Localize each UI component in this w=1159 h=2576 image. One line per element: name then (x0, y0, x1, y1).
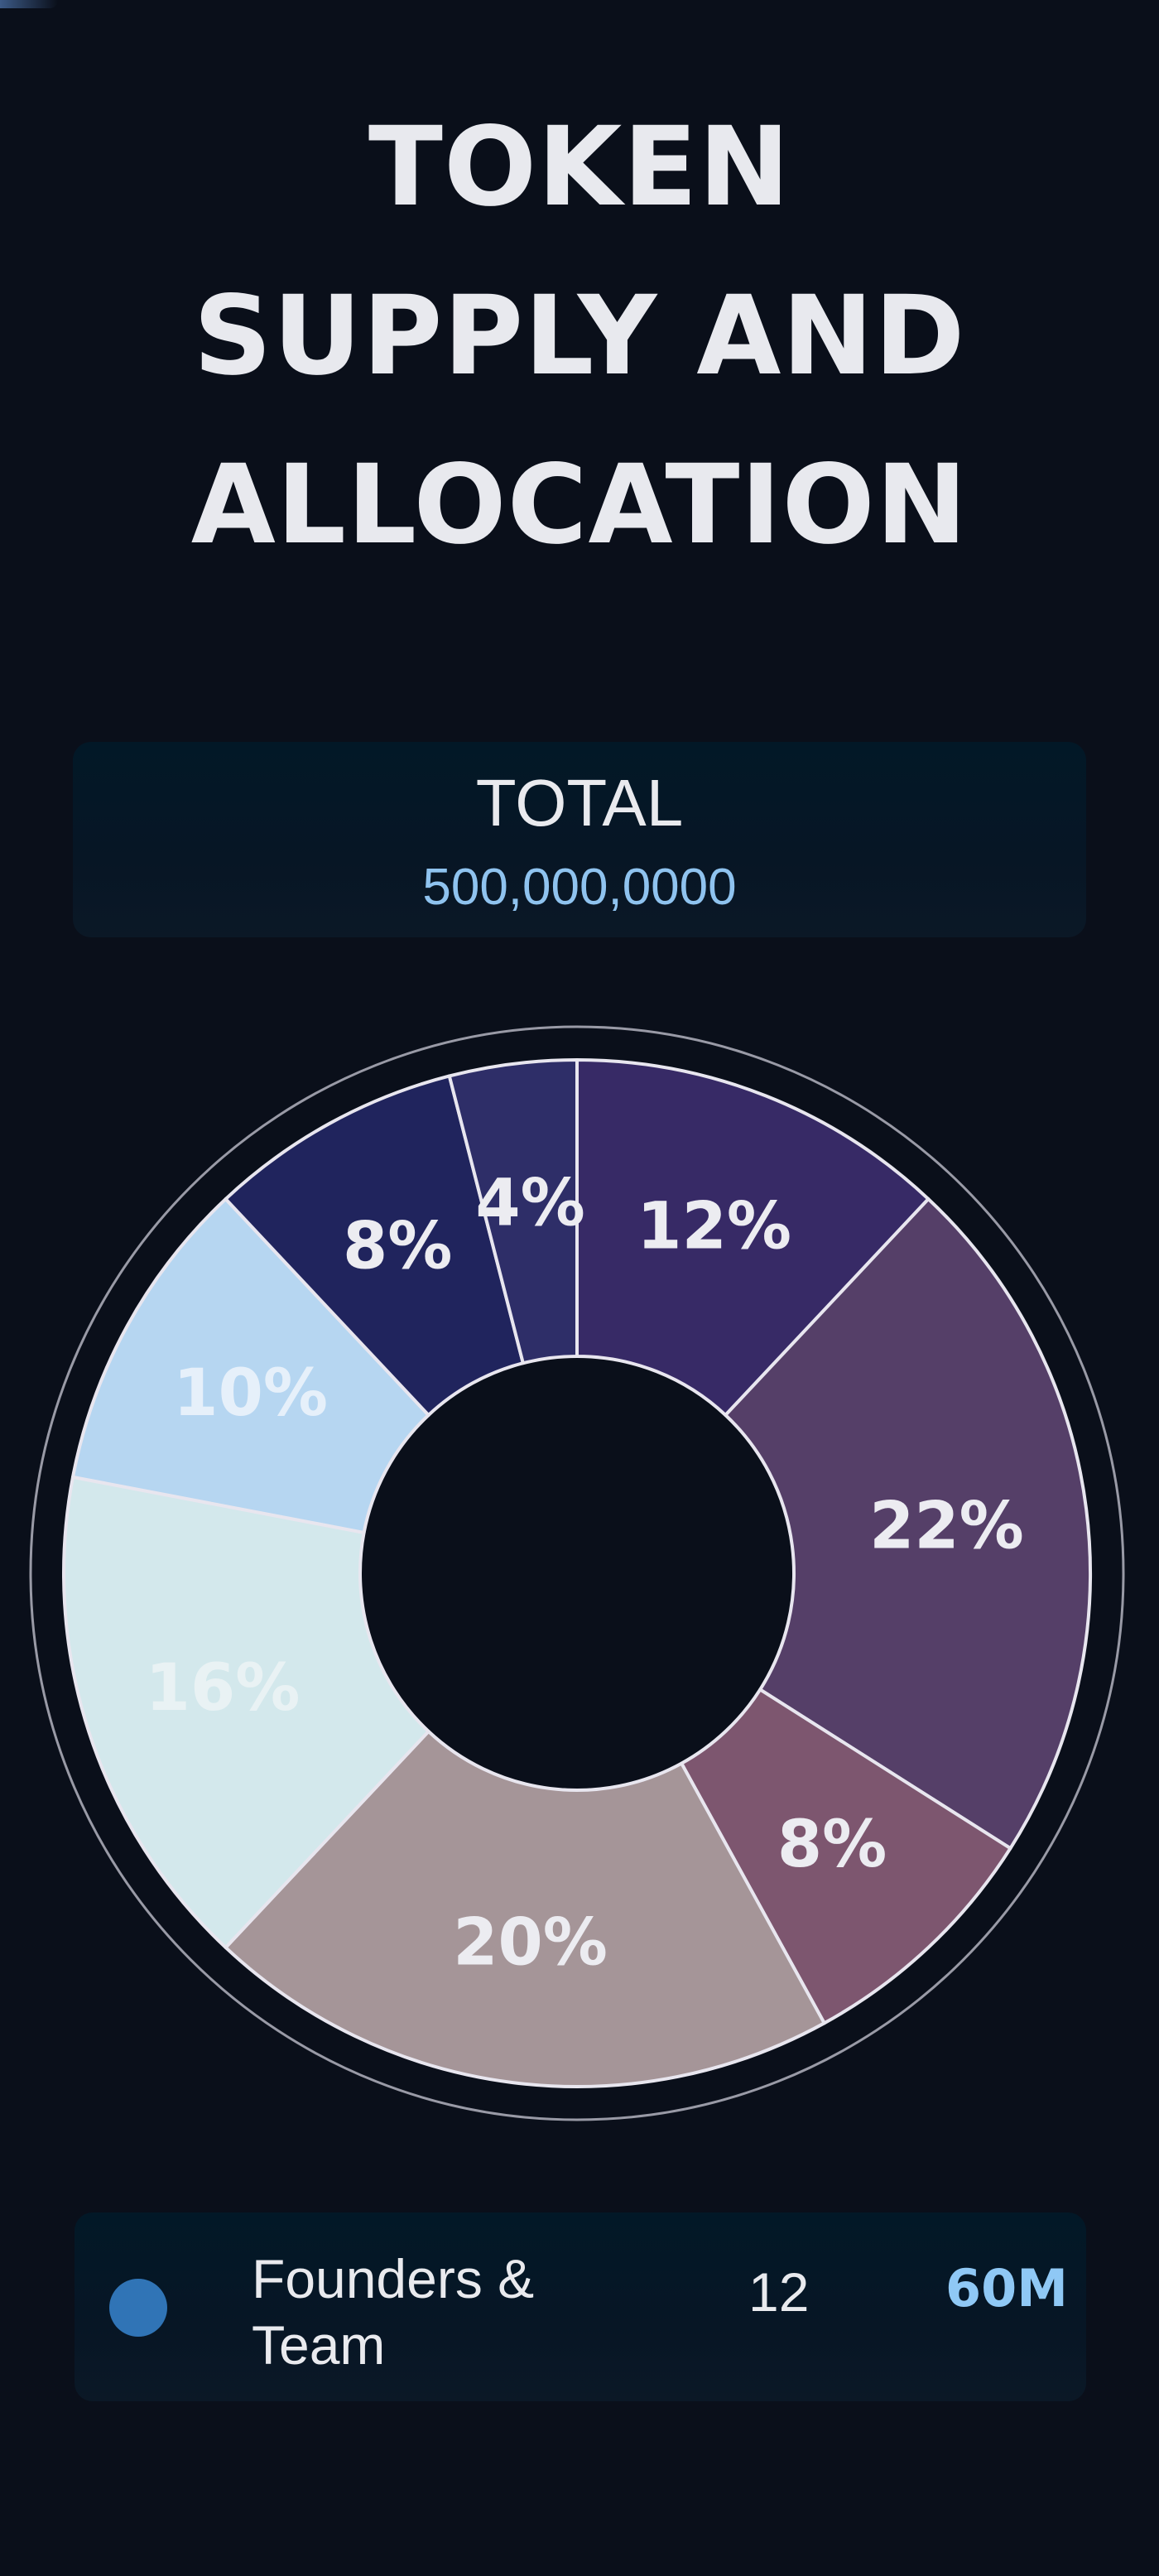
slice-label: 16% (146, 1651, 301, 1726)
donut-slice[interactable] (680, 1688, 1012, 2025)
donut-slice[interactable] (575, 1058, 931, 1418)
slice-label: 4% (475, 1167, 584, 1241)
donut-slice[interactable] (70, 1197, 430, 1534)
title-line-2: SUPPLY AND (193, 272, 966, 400)
donut-slice[interactable] (447, 1058, 579, 1365)
outer-ring (29, 1025, 1125, 2121)
title-line-3: ALLOCATION (190, 441, 969, 569)
legend-item[interactable]: Founders & Team 12 60M (75, 2212, 1086, 2401)
slice-label: 12% (637, 1190, 791, 1264)
slice-label: 8% (777, 1808, 887, 1882)
legend-name: Founders & Team (252, 2248, 535, 2376)
slice-label: 8% (343, 1210, 452, 1284)
donut-svg: 12%22%8%20%16%10%8%4% (29, 1025, 1125, 2121)
title-line-1: TOKEN (368, 104, 791, 231)
slice-label: 10% (173, 1356, 328, 1431)
donut-slice[interactable] (62, 1475, 430, 1949)
slice-label: 20% (453, 1905, 608, 1980)
legend-color-dot (109, 2279, 167, 2337)
legend-percent: 12 (748, 2261, 810, 2323)
donut-slice[interactable] (224, 1074, 525, 1418)
donut-slice[interactable] (224, 1729, 826, 2088)
corner-decoration (0, 0, 58, 8)
page-title: TOKEN SUPPLY AND ALLOCATION (0, 83, 1159, 590)
allocation-donut-chart: 12% 22% 8% 20% 16% 10% 8% 4% (0, 1010, 1159, 2153)
total-supply-card: TOTAL 500,000,0000 (73, 742, 1086, 937)
total-value: 500,000,0000 (422, 859, 737, 916)
total-label: TOTAL (475, 766, 684, 840)
donut-slice[interactable] (724, 1197, 1092, 1851)
slice-label: 22% (869, 1490, 1024, 1564)
legend-amount: 60M (945, 2258, 1068, 2318)
